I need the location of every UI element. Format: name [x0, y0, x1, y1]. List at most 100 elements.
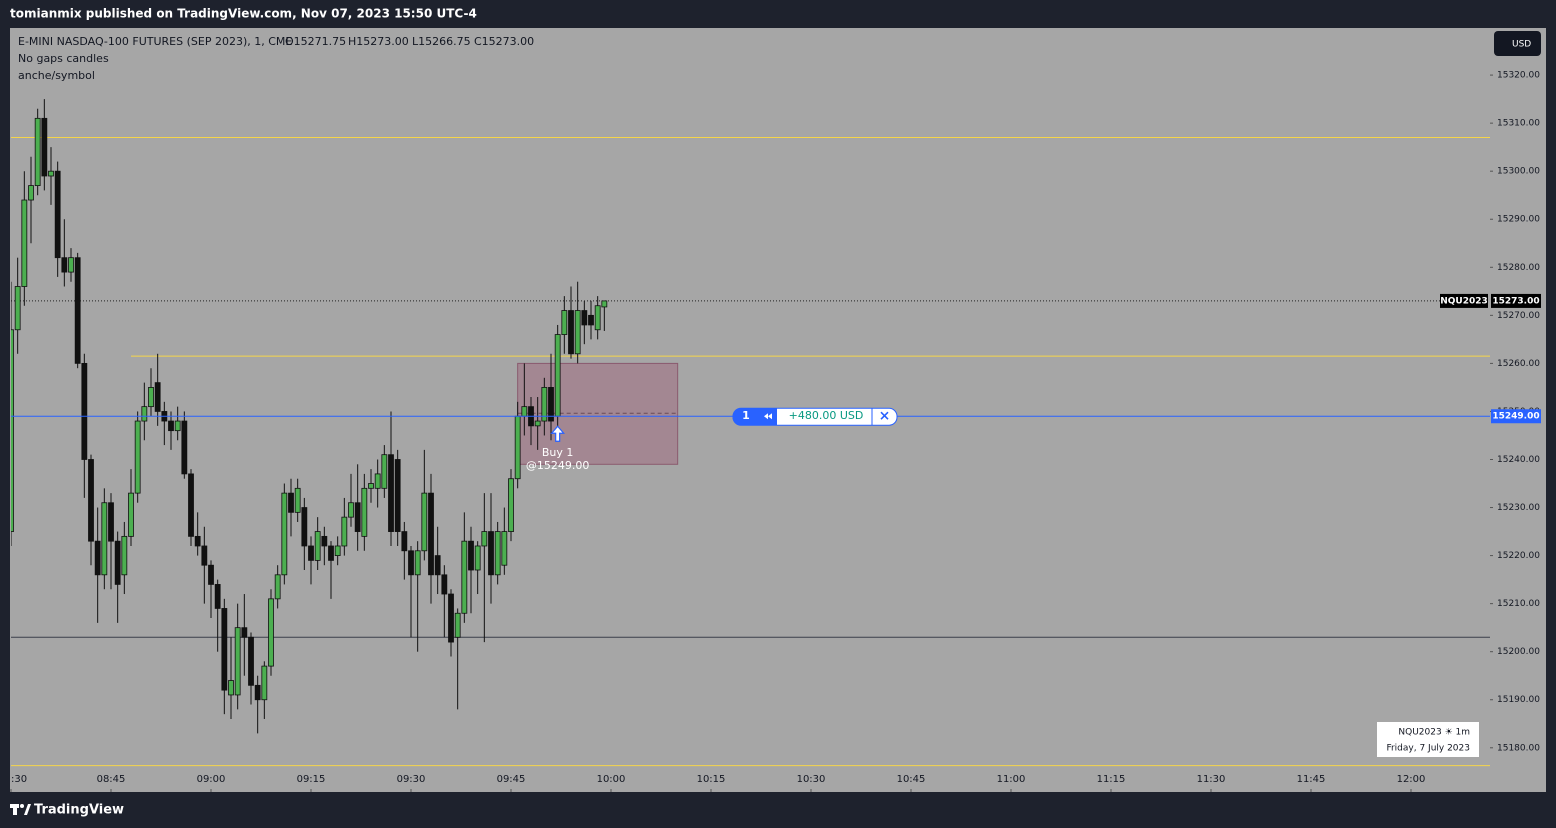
candle-body — [468, 540, 474, 571]
brand: TradingView — [34, 803, 124, 818]
candle-body — [481, 531, 488, 547]
candle-body — [234, 627, 241, 696]
x-tick-label: 11:45 — [1297, 774, 1326, 785]
indicator[interactable]: anche/symbol — [18, 69, 95, 82]
candle-body — [141, 406, 148, 422]
candle-body — [261, 665, 268, 701]
y-tick-label: 15300.00 — [1497, 167, 1540, 177]
x-tick-label: 11:15 — [1097, 774, 1126, 785]
entry-price-label: 15249.00 — [1492, 412, 1539, 422]
candle-body — [521, 406, 528, 417]
legend-open: O15271.75 — [285, 35, 346, 48]
y-tick-label: 15230.00 — [1497, 503, 1540, 513]
candle-body — [128, 492, 134, 537]
y-tick-label: 15210.00 — [1497, 599, 1540, 609]
position-qty: 1 — [742, 409, 750, 422]
candle-body — [494, 531, 501, 576]
last-price-label: 15273.00 — [1492, 296, 1539, 306]
candle-body — [21, 199, 28, 287]
x-tick-label: 10:45 — [897, 774, 926, 785]
indicator[interactable]: No gaps candles — [18, 52, 109, 65]
logo[interactable] — [10, 804, 31, 815]
candle-body — [601, 300, 608, 308]
candle-body — [541, 387, 548, 422]
candle-body — [268, 598, 274, 667]
reverse-icon[interactable] — [764, 413, 772, 420]
legend-high: H15273.00 — [348, 35, 409, 48]
x-tick-label: 09:15 — [297, 774, 326, 785]
pill-left — [732, 408, 777, 426]
x-tick-label: 09:30 — [397, 774, 426, 785]
candle-body — [561, 310, 568, 335]
buy-arrow — [550, 425, 565, 442]
x-tick-label: 10:30 — [797, 774, 826, 785]
candle-body — [34, 117, 41, 187]
candle-body — [28, 185, 34, 201]
symbol-box — [1440, 293, 1488, 308]
last-price-box — [1491, 293, 1541, 308]
candle-body — [554, 334, 561, 417]
legend-low: L15266.75 — [412, 35, 471, 48]
info-box — [1377, 722, 1479, 757]
candle-body — [394, 459, 401, 532]
x-tick-label: 12:00 — [1397, 774, 1426, 785]
x-tick-label: 10:00 — [597, 774, 626, 785]
x-tick-label: 11:30 — [1197, 774, 1226, 785]
entry-price-box — [1491, 409, 1541, 424]
candle-body — [68, 257, 74, 273]
currency-label: USD — [1512, 40, 1531, 50]
logo-part — [13, 804, 17, 815]
candle-body — [334, 545, 341, 556]
candle-body — [294, 487, 301, 513]
candle-body — [241, 627, 248, 638]
close-icon[interactable] — [880, 411, 889, 420]
y-tick-label: 15260.00 — [1497, 359, 1540, 369]
candle-body — [341, 516, 348, 547]
currency-button[interactable] — [1494, 31, 1541, 56]
y-tick-label: 15190.00 — [1497, 695, 1540, 705]
candle-body — [181, 420, 188, 475]
candle-body — [594, 305, 601, 331]
candle-body — [508, 478, 514, 532]
y-tick-label: 15200.00 — [1497, 647, 1540, 657]
candle-body — [574, 310, 581, 355]
legend-symbol: E-MINI NASDAQ-100 FUTURES (SEP 2023), 1,… — [18, 35, 292, 48]
candle-body — [194, 535, 201, 547]
buy-price: @15249.00 — [526, 459, 590, 472]
y-tick-label: 15310.00 — [1497, 119, 1540, 129]
candle-body — [361, 487, 368, 537]
candle-body — [401, 531, 408, 552]
candle-body — [388, 454, 394, 532]
candle-body — [201, 545, 208, 566]
candle-body — [514, 415, 521, 480]
candle-body — [421, 492, 428, 552]
candle-body — [354, 502, 361, 532]
candle-body — [568, 310, 574, 355]
candle-body — [428, 492, 434, 576]
candle-body — [374, 473, 381, 489]
candle-body — [328, 545, 334, 561]
candle-body — [454, 612, 461, 638]
candle-body — [61, 257, 68, 273]
candle-body — [48, 170, 54, 177]
candle-body — [434, 555, 441, 576]
candle-body — [474, 545, 481, 571]
candle-body — [501, 531, 508, 566]
candle-body — [54, 170, 61, 259]
candle-body — [461, 540, 468, 614]
candle-body — [321, 535, 328, 547]
candle-body — [41, 117, 48, 177]
candle-body — [368, 483, 374, 489]
candle-body — [94, 540, 101, 576]
publish-info: tomianmix published on TradingView.com, … — [10, 7, 477, 21]
candle-body — [274, 574, 281, 600]
candle-body — [121, 535, 128, 576]
candle-body — [381, 454, 388, 489]
candle-body — [208, 564, 214, 585]
candle-body — [288, 492, 294, 513]
y-tick-label: 15320.00 — [1497, 71, 1540, 81]
candle-body — [174, 420, 181, 432]
candle-body — [228, 680, 234, 696]
x-tick-label: 09:45 — [497, 774, 526, 785]
